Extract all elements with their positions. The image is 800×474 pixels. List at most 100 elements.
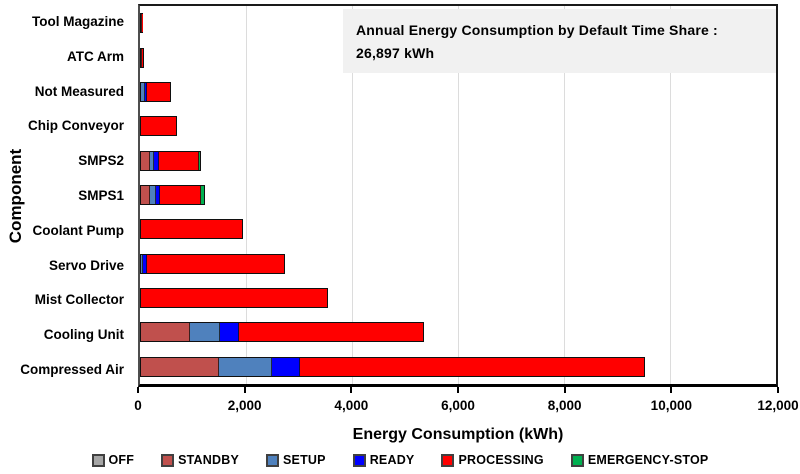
bar (140, 13, 144, 34)
x-tick-label: 4,000 (334, 398, 369, 413)
x-tick-label: 2,000 (227, 398, 262, 413)
bar-row (140, 212, 776, 246)
bar-segment-processing (299, 357, 644, 376)
legend-swatch-emergency-stop (570, 453, 584, 467)
bar-segment-ready (155, 185, 160, 204)
bar (140, 184, 205, 205)
bar-segment-processing (141, 117, 177, 136)
bar-segment-processing (141, 220, 242, 239)
bar (140, 356, 645, 377)
legend-label: OFF (108, 453, 135, 467)
x-tick-labels: 0 2,000 4,000 6,000 8,000 10,000 12,000 (134, 398, 798, 416)
x-tick-label: 8,000 (547, 398, 582, 413)
legend-item: EMERGENCY-STOP (570, 453, 709, 467)
bar (140, 116, 178, 137)
y-axis-label: Mist Collector (34, 292, 124, 308)
legend-item: READY (352, 453, 415, 467)
bar-segment-setup (141, 82, 145, 101)
legend-item: SETUP (266, 453, 326, 467)
legend-swatch-setup (266, 453, 280, 467)
x-tick-mark (243, 387, 246, 393)
bar-segment-standby (141, 357, 220, 376)
legend-label: PROCESSING (458, 453, 544, 467)
bar-segment-processing (146, 82, 171, 101)
x-tick-mark (670, 387, 673, 393)
legend-label: STANDBY (178, 453, 240, 467)
bar-segment-processing (159, 151, 199, 170)
gridline (246, 6, 247, 384)
bar-row (140, 315, 776, 349)
x-tick-mark (563, 387, 566, 393)
title-line-2: 26,897 kWh (356, 45, 435, 61)
x-tick-label: 10,000 (650, 398, 692, 413)
gridline (352, 6, 353, 384)
bar (140, 253, 286, 274)
bar-segment-standby (141, 323, 190, 342)
legend-label: SETUP (283, 453, 326, 467)
x-axis-title: Energy Consumption (kWh) (352, 426, 564, 443)
legend-item: OFF (91, 453, 135, 467)
bar (140, 150, 202, 171)
bar-segment-standby (141, 151, 151, 170)
bar-segment-ready (154, 151, 160, 170)
bar-row (140, 281, 776, 315)
y-axis-label: SMPS2 (78, 153, 124, 169)
bar-row (140, 40, 776, 74)
title-box: Annual Energy Consumption by Default Tim… (343, 9, 776, 73)
x-tick-mark (137, 387, 139, 393)
y-axis-label: SMPS1 (78, 187, 124, 203)
legend: OFF STANDBY SETUP READY PROCESSING EMERGENCY-… (0, 451, 800, 469)
legend-swatch-off (91, 453, 105, 467)
y-axis-label: Chip Conveyor (27, 118, 124, 134)
bar (140, 288, 329, 309)
bar-row (140, 247, 776, 281)
bar-segment-setup (189, 323, 221, 342)
y-axis-label: Servo Drive (48, 257, 124, 273)
legend-item: STANDBY (161, 453, 239, 467)
bar-segment-standby (141, 185, 151, 204)
bar-segment-ready (144, 82, 147, 101)
bar-segment-ready (143, 254, 147, 273)
x-tick-label: 12,000 (757, 398, 799, 413)
bar-segment-standby (141, 14, 142, 33)
bar-segment-setup (150, 151, 155, 170)
bar-segment-setup (141, 254, 144, 273)
bar-segment-ready (272, 357, 300, 376)
legend-swatch-standby (161, 453, 175, 467)
y-axis-label: Compressed Air (20, 362, 124, 378)
bar-segment-processing (238, 323, 423, 342)
bar-segment-processing (142, 48, 143, 67)
bar-segment-setup (150, 185, 156, 204)
y-axis-label: ATC Arm (67, 48, 124, 64)
x-tick-mark (457, 387, 459, 393)
bar-segment-processing (159, 185, 201, 204)
x-tick-mark (777, 387, 779, 393)
plot-area: Annual Energy Consumption by Default Tim… (138, 4, 778, 387)
gridline (458, 6, 459, 384)
x-tick-marks (137, 387, 779, 393)
bar (140, 322, 424, 343)
bar-row (140, 178, 776, 212)
bar (140, 81, 172, 102)
bar-rows (140, 6, 776, 384)
title-line-1: Annual Energy Consumption by Default Tim… (356, 22, 718, 38)
legend-swatch-ready (352, 453, 366, 467)
y-axis-labels: Tool Magazine ATC Arm Not Measured Chip Con… (0, 4, 131, 387)
bar (140, 219, 243, 240)
y-axis-label: Not Measured (34, 83, 124, 99)
bar-segment-setup (219, 357, 273, 376)
bar-row (140, 6, 776, 40)
bar-segment-standby (141, 48, 143, 67)
bar-row (140, 350, 776, 384)
legend-item: PROCESSING (441, 453, 544, 467)
legend-label: READY (369, 453, 415, 467)
bar-row (140, 109, 776, 143)
bar-segment-ready (220, 323, 239, 342)
gridline (564, 6, 565, 384)
bar-segment-processing (141, 289, 328, 308)
bar-segment-processing (146, 254, 285, 273)
y-axis-label: Cooling Unit (43, 327, 124, 343)
bar-row (140, 75, 776, 109)
bar-segment-emergency-stop (198, 151, 201, 170)
